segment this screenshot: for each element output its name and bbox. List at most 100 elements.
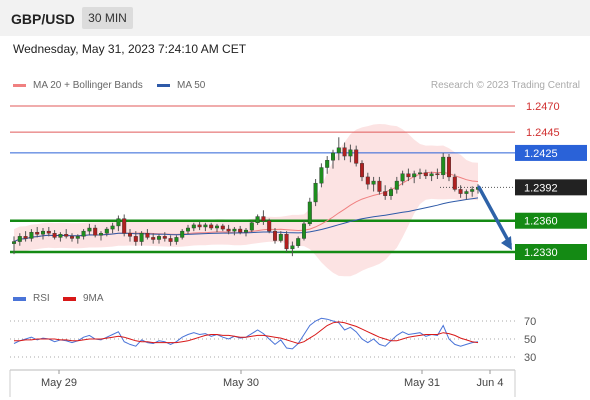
candle: [360, 160, 365, 182]
level-labels: 1.2470 1.2445 1.2425 1.2392 1.2360 1.2330: [515, 101, 587, 260]
candle-body: [162, 236, 167, 239]
candle: [64, 229, 69, 239]
legend-rsi: RSI: [13, 293, 50, 304]
ma50-swatch: [157, 84, 170, 87]
rsi-level-label: 50: [524, 334, 536, 346]
candle-body: [93, 227, 98, 236]
candle: [127, 229, 132, 242]
candle-body: [98, 233, 103, 236]
candle: [116, 215, 121, 232]
candle: [185, 224, 190, 235]
candle: [243, 228, 248, 237]
candle: [110, 222, 115, 234]
candle: [168, 235, 173, 246]
candle-body: [29, 231, 34, 239]
level-label-pointer: [515, 247, 521, 257]
candle-body: [365, 176, 370, 185]
candle-body: [145, 233, 150, 238]
level-label-1.2360: 1.2360: [515, 212, 587, 229]
candle: [133, 231, 138, 246]
level-label-box: [515, 212, 587, 229]
candle: [17, 233, 22, 246]
candle: [296, 236, 301, 248]
candle: [261, 210, 266, 225]
candle-body: [226, 228, 231, 232]
candle: [93, 224, 98, 238]
candle-body: [81, 230, 86, 237]
timeframe-button[interactable]: 30 MIN: [82, 7, 133, 29]
candle: [458, 185, 463, 198]
candle: [46, 226, 51, 237]
candle-body: [383, 191, 388, 196]
candle: [470, 186, 475, 197]
candle: [87, 223, 92, 236]
candle: [52, 230, 57, 240]
level-label-box: [515, 179, 587, 196]
legend-9ma-label: 9MA: [83, 293, 104, 304]
candle: [365, 172, 370, 190]
candle-body: [116, 218, 121, 227]
candle-body: [191, 224, 196, 229]
candle-body: [354, 149, 359, 164]
candle-body: [336, 147, 341, 154]
source-credit: Research © 2023 Trading Central: [430, 80, 580, 91]
rsi-line: [13, 317, 479, 350]
candle-body: [267, 220, 272, 232]
candle-body: [127, 233, 132, 237]
candle-body: [151, 237, 156, 240]
candle-body: [41, 230, 46, 235]
bollinger-band-area: [14, 124, 478, 277]
candle-body: [319, 167, 324, 184]
candle-body: [290, 245, 295, 250]
candle-body: [452, 176, 457, 190]
candle: [75, 234, 80, 244]
candle: [435, 168, 440, 179]
candle-body: [418, 172, 423, 174]
level-label-pointer: [515, 182, 521, 193]
candle-body: [203, 224, 208, 228]
candle-body: [64, 234, 69, 237]
candle-body: [302, 223, 307, 239]
candle: [69, 233, 74, 242]
candle-body: [464, 191, 469, 194]
candle-body: [209, 224, 214, 229]
candle: [336, 137, 341, 161]
candle: [209, 222, 214, 231]
candle: [319, 163, 324, 188]
candle-body: [87, 227, 92, 232]
legend-rsi-label: RSI: [33, 293, 50, 304]
candle-body: [133, 236, 138, 242]
rsi-swatch: [13, 296, 26, 301]
candle: [383, 185, 388, 200]
candle-body: [11, 241, 16, 244]
x-axis: May 29 May 30 May 31 Jun 4: [9, 369, 516, 397]
candle: [278, 231, 283, 243]
candle: [145, 229, 150, 240]
candle-body: [52, 233, 57, 238]
legend-ma20-label: MA 20 + Bollinger Bands: [33, 80, 143, 91]
x-tick-label: May 31: [404, 377, 440, 389]
candle: [267, 218, 272, 234]
candle: [307, 197, 312, 226]
level-label-box: [515, 244, 587, 260]
candle: [400, 170, 405, 186]
candle: [29, 229, 34, 242]
candle-body: [17, 236, 22, 242]
candle: [151, 233, 156, 244]
legend-ma50: MA 50: [157, 80, 205, 91]
candle: [273, 228, 278, 244]
candlesticks: [11, 137, 481, 257]
symbol-title: GBP/USD: [11, 11, 75, 27]
candle-body: [313, 182, 318, 203]
candle-body: [214, 225, 219, 229]
candle-body: [238, 228, 243, 233]
candle-body: [261, 216, 266, 221]
candle-body: [35, 231, 40, 235]
ma20-swatch: [13, 84, 26, 87]
ma9-swatch: [63, 296, 76, 301]
candle-body: [447, 156, 452, 178]
candle-body: [180, 230, 185, 238]
candle: [58, 232, 63, 242]
candle-body: [249, 222, 254, 231]
candle: [342, 142, 347, 161]
